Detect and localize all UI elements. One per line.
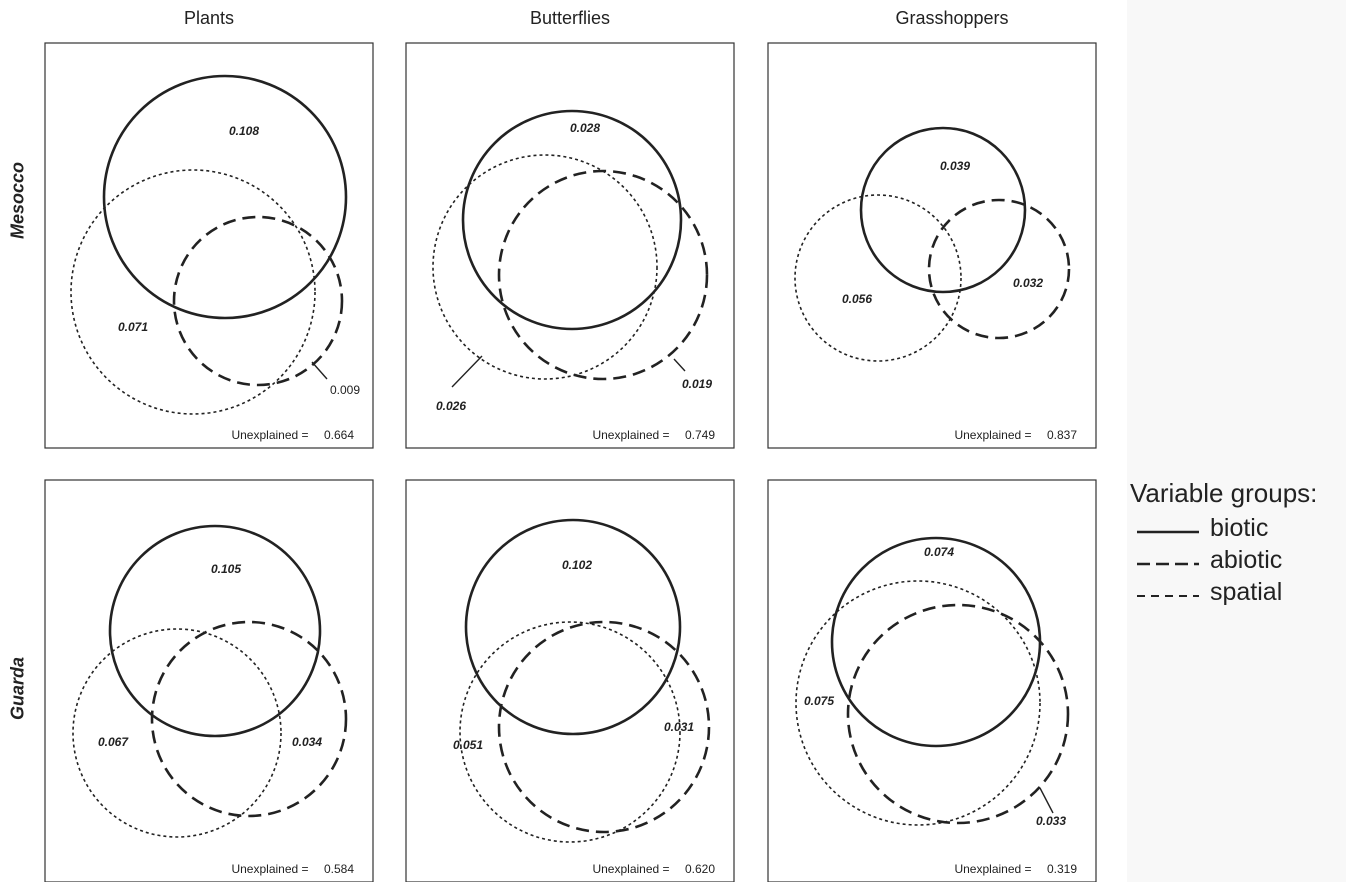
unexplained-value: 0.837 <box>1047 428 1077 442</box>
spatial-value: 0.075 <box>804 694 834 708</box>
panel-frame <box>767 479 1097 882</box>
unexplained-label: Unexplained = <box>592 862 669 876</box>
unexplained-label: Unexplained = <box>231 428 308 442</box>
legend-label-biotic: biotic <box>1210 514 1269 542</box>
legend-label-abiotic: abiotic <box>1210 546 1283 574</box>
unexplained-value: 0.584 <box>324 862 354 876</box>
biotic-circle <box>102 74 348 320</box>
abiotic-circle <box>150 620 348 818</box>
abiotic-value: 0.034 <box>292 735 322 749</box>
panel-frame <box>767 42 1097 449</box>
abiotic-circle <box>927 198 1071 340</box>
panel-frame <box>405 479 735 882</box>
biotic-value: 0.108 <box>229 124 259 138</box>
unexplained-label: Unexplained = <box>592 428 669 442</box>
spatial-circle <box>459 621 681 843</box>
biotic-value: 0.102 <box>562 558 592 572</box>
biotic-circle <box>830 536 1042 748</box>
legend-title: Variable groups: <box>1130 478 1318 508</box>
spatial-value: 0.067 <box>98 735 129 749</box>
column-title-butterflies: Butterflies <box>529 8 611 28</box>
unexplained-label: Unexplained = <box>954 428 1031 442</box>
leader-line <box>673 358 686 372</box>
column-title-grasshoppers: Grasshoppers <box>895 8 1009 28</box>
unexplained-value: 0.664 <box>324 428 354 442</box>
abiotic-value: 0.009 <box>330 383 360 397</box>
abiotic-circle <box>497 620 711 834</box>
spatial-circle <box>794 194 962 362</box>
leader-line <box>1039 787 1054 814</box>
leader-line <box>311 361 328 380</box>
panel-frame <box>44 479 374 882</box>
spatial-circle <box>72 628 282 838</box>
biotic-value: 0.028 <box>570 121 600 135</box>
biotic-value: 0.039 <box>940 159 970 173</box>
spatial-value: 0.071 <box>118 320 148 334</box>
abiotic-circle <box>497 169 709 381</box>
spatial-value: 0.051 <box>453 738 483 752</box>
biotic-circle <box>461 109 683 331</box>
unexplained-value: 0.620 <box>685 862 715 876</box>
panel-frame <box>405 42 735 449</box>
abiotic-value: 0.033 <box>1036 814 1066 828</box>
spatial-circle <box>795 580 1041 826</box>
biotic-circle <box>859 126 1027 294</box>
biotic-value: 0.105 <box>211 562 241 576</box>
side-strip <box>1127 0 1346 882</box>
abiotic-value: 0.032 <box>1013 276 1043 290</box>
legend: Variable groups: biotic abiotic spatial <box>1130 478 1318 606</box>
biotic-value: 0.074 <box>924 545 954 559</box>
spatial-value: 0.026 <box>436 399 466 413</box>
panel-frame <box>44 42 374 449</box>
spatial-value: 0.056 <box>842 292 872 306</box>
spatial-circle <box>70 169 316 415</box>
legend-line-biotic <box>1137 530 1199 534</box>
unexplained-label: Unexplained = <box>231 862 308 876</box>
legend-line-spatial <box>1137 595 1199 597</box>
column-title-plants: Plants <box>183 8 235 28</box>
legend-line-abiotic <box>1137 562 1199 566</box>
spatial-circle <box>432 154 658 380</box>
abiotic-circle <box>172 215 344 387</box>
unexplained-label: Unexplained = <box>954 862 1031 876</box>
biotic-circle <box>464 518 682 736</box>
abiotic-circle <box>846 603 1070 825</box>
unexplained-value: 0.749 <box>685 428 715 442</box>
abiotic-value: 0.031 <box>664 720 694 734</box>
unexplained-value: 0.319 <box>1047 862 1077 876</box>
legend-label-spatial: spatial <box>1210 578 1283 606</box>
biotic-circle <box>108 524 322 738</box>
leader-line <box>451 355 483 388</box>
abiotic-value: 0.019 <box>682 377 712 391</box>
